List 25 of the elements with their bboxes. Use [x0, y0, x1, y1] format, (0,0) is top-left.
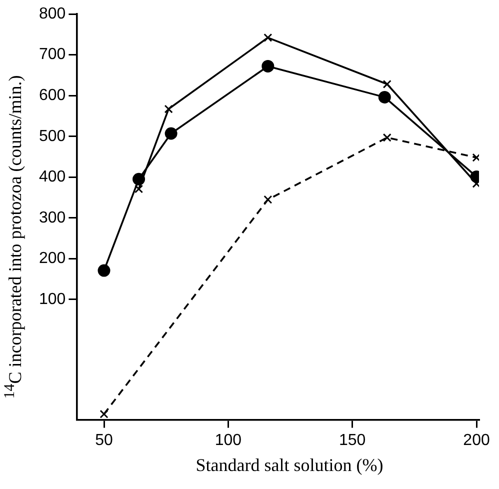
- y-tick-label: 700: [38, 46, 66, 64]
- x-tick-label: 200: [463, 432, 490, 449]
- y-tick-label: 600: [38, 86, 66, 104]
- point: [382, 133, 392, 142]
- x-tick-label: 150: [338, 432, 366, 449]
- point: [378, 90, 391, 104]
- y-tick-label: 800: [38, 5, 66, 22]
- y-tick-label: 200: [38, 250, 66, 268]
- x-tick-label: 100: [214, 432, 242, 449]
- point: [164, 104, 173, 114]
- point: [262, 60, 274, 72]
- point: [132, 172, 146, 186]
- y-tick-label: 500: [38, 128, 66, 145]
- point: [264, 195, 272, 204]
- point: [382, 80, 392, 88]
- point: [98, 264, 110, 277]
- point: [264, 33, 272, 42]
- x-axis-title: Standard salt solution (%): [194, 455, 384, 476]
- y-tick-label: 100: [38, 290, 66, 308]
- y-tick-label: 300: [38, 209, 66, 226]
- x-tick-label: 50: [95, 432, 114, 449]
- y-tick-label: 400: [38, 168, 66, 186]
- point: [100, 410, 108, 418]
- point: [134, 184, 144, 194]
- point: [164, 127, 178, 140]
